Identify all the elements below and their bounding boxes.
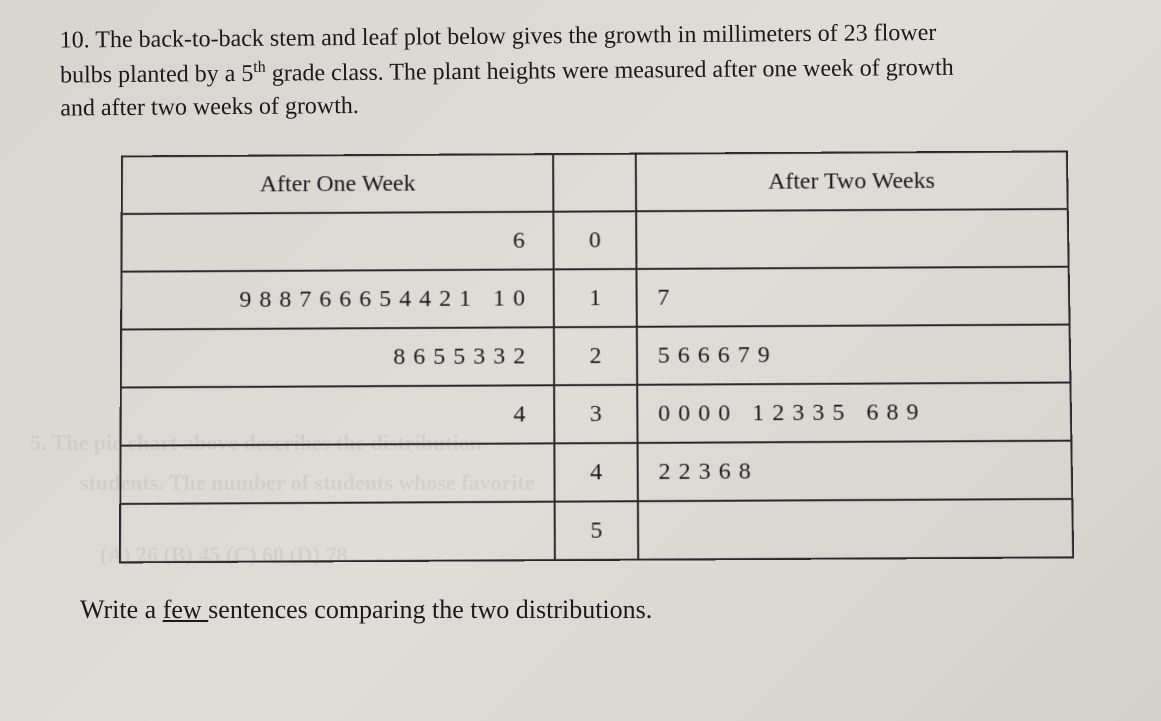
left-leaf-cell: 8655332 (121, 327, 555, 387)
question-number: 10. (60, 27, 90, 53)
question-line2-part2: grade class. The plant heights were meas… (266, 54, 954, 86)
right-leaf-cell: 7 (636, 266, 1069, 326)
stem-cell: 1 (554, 269, 637, 327)
table-row: 988766654421 10 1 7 (121, 266, 1069, 329)
stem-leaf-table: After One Week After Two Weeks 6 0 98876… (119, 150, 1074, 563)
table-row: 8655332 2 566679 (121, 324, 1071, 387)
table-row: 4 22368 (120, 440, 1072, 503)
stem-cell: 2 (554, 327, 637, 385)
stem-cell: 4 (555, 443, 638, 502)
right-leaf-cell: 566679 (637, 324, 1071, 384)
table-row: 6 0 (121, 209, 1068, 272)
table-row: 5 (120, 499, 1073, 562)
table-header-row: After One Week After Two Weeks (122, 151, 1068, 214)
prompt-suffix: sentences comparing the two distribution… (208, 595, 652, 624)
stem-cell: 0 (554, 211, 637, 269)
question-line3: and after two weeks of growth. (60, 93, 359, 122)
header-after-two-weeks: After Two Weeks (635, 151, 1067, 211)
right-leaf-cell: 0000 12335 689 (637, 382, 1071, 442)
right-leaf-cell (636, 209, 1069, 269)
left-leaf-cell (120, 501, 555, 562)
right-leaf-cell (638, 499, 1074, 560)
left-leaf-cell: 6 (121, 211, 553, 271)
prompt-underlined: few (163, 595, 208, 624)
header-stem (553, 153, 635, 211)
left-leaf-cell: 988766654421 10 (121, 269, 554, 329)
stem-leaf-table-container: After One Week After Two Weeks 6 0 98876… (119, 150, 1074, 563)
question-text: 10. The back-to-back stem and leaf plot … (30, 15, 1132, 126)
stem-cell: 3 (554, 385, 637, 444)
header-after-one-week: After One Week (122, 154, 554, 214)
right-leaf-cell: 22368 (637, 440, 1072, 501)
prompt-prefix: Write a (80, 595, 163, 624)
prompt-text: Write a few sentences comparing the two … (80, 595, 1131, 625)
question-sup: th (253, 58, 266, 75)
question-line1: The back-to-back stem and leaf plot belo… (95, 20, 936, 53)
question-line2-part1: bulbs planted by a 5 (60, 60, 254, 88)
left-leaf-cell: 4 (121, 385, 555, 445)
stem-cell: 5 (555, 501, 638, 560)
left-leaf-cell (120, 443, 555, 504)
table-row: 4 3 0000 12335 689 (121, 382, 1072, 445)
